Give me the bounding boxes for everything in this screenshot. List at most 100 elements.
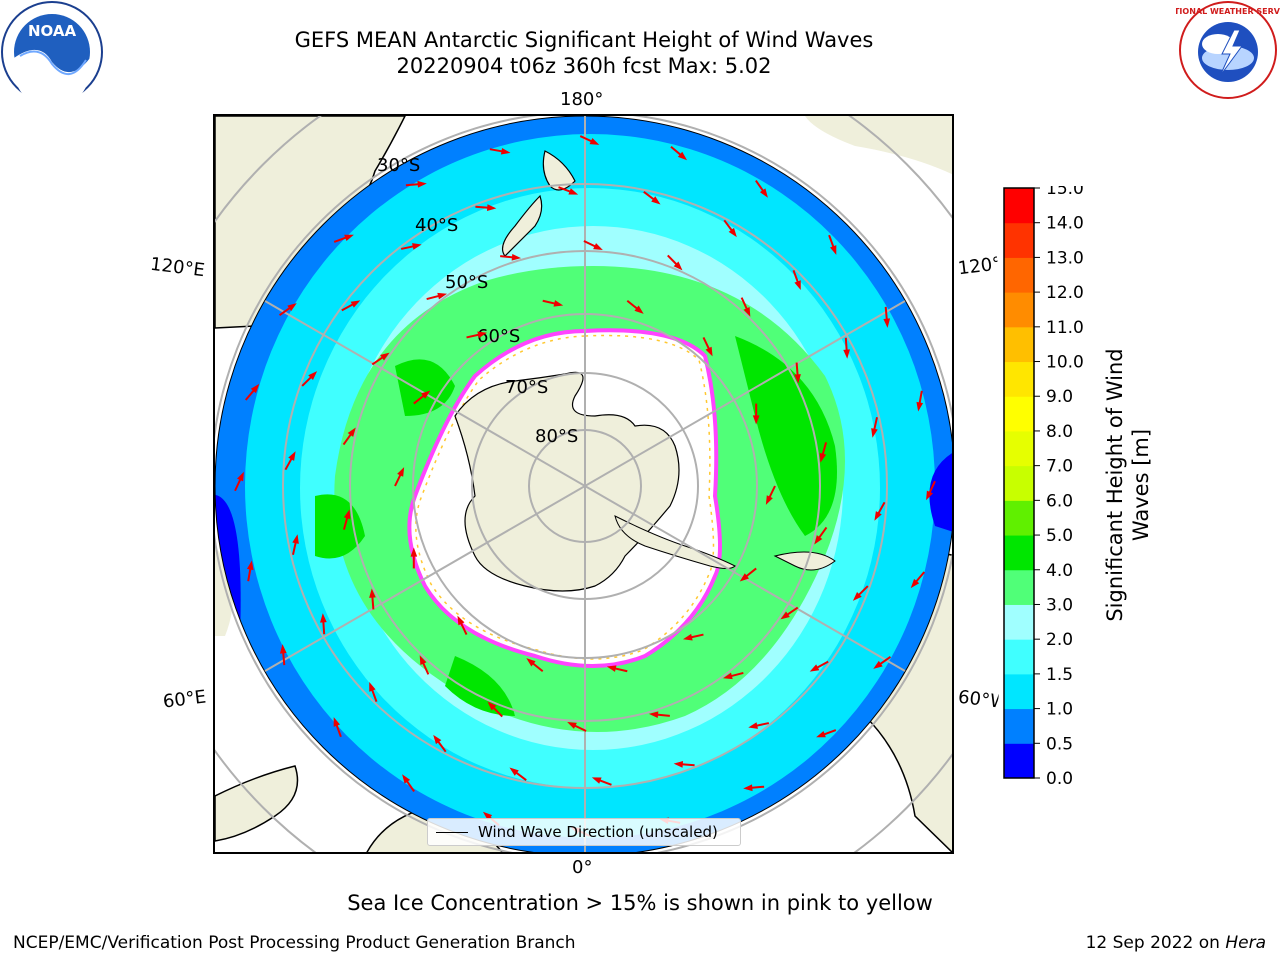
wave-direction-arrowhead — [883, 318, 891, 328]
colorbar-tick-label: 0.0 — [1046, 769, 1073, 786]
lon-label-120e: 120°E — [148, 253, 206, 282]
wave-direction-arrowhead — [871, 428, 878, 438]
wave-direction-arrowhead — [410, 547, 418, 557]
colorbar-tick-label: 3.0 — [1046, 595, 1073, 615]
wave-direction-arrowhead — [333, 717, 341, 727]
colorbar-tick-label: 15.0 — [1046, 186, 1084, 199]
wind-wave-arrows — [234, 135, 936, 837]
wave-direction-arrowhead — [417, 180, 427, 188]
colorbar-tick-label: 1.5 — [1046, 665, 1073, 685]
map-subtitle: 20220904 t06z 360h fcst Max: 5.02 — [396, 54, 772, 78]
wave-direction-arrowhead — [794, 280, 801, 291]
lat-label-70s: 70°S — [505, 377, 548, 398]
wave-direction-arrowhead — [739, 573, 749, 582]
sea-ice-caption: Sea Ice Concentration > 15% is shown in … — [347, 891, 933, 915]
colorbar-tick-label: 4.0 — [1046, 561, 1073, 581]
wave-direction-arrowhead — [677, 151, 688, 161]
wave-direction-arrowhead — [814, 535, 823, 545]
wave-direction-arrowhead — [809, 664, 820, 672]
south-america-tip — [773, 551, 836, 571]
wave-direction-arrowhead — [288, 451, 296, 461]
colorbar-tick-label: 10.0 — [1046, 353, 1084, 373]
wave-direction-arrowhead — [634, 305, 644, 314]
wave-direction-arrowhead — [673, 761, 684, 768]
wave-direction-arrowhead — [874, 511, 882, 521]
wave-direction-arrowhead — [765, 495, 773, 505]
colorbar-tick-label: 12.0 — [1046, 283, 1084, 303]
wave-direction-arrowhead — [873, 660, 883, 669]
colorbar-segment — [1004, 708, 1034, 744]
wave-direction-arrowhead — [509, 767, 519, 776]
wave-direction-arrowhead — [794, 374, 801, 384]
wave-direction-arrowhead — [673, 261, 683, 271]
colorbar-tick-label: 7.0 — [1046, 457, 1073, 477]
wave-direction-arrowhead — [419, 655, 427, 665]
colorbar-segment — [1004, 743, 1034, 779]
wave-direction-arrowhead — [648, 711, 659, 719]
wave-direction-arrowhead — [344, 234, 354, 242]
nws-logo-text: NATIONAL WEATHER SERVICE — [1176, 7, 1280, 16]
sea-ice-edge-inner — [415, 334, 715, 660]
legend-line-icon — [436, 832, 468, 833]
wave-direction-arrowhead — [421, 390, 431, 399]
wave-direction-arrowhead — [567, 721, 577, 729]
wave-direction-arrowhead — [829, 245, 837, 255]
colorbar-label: Significant Height of Wind Waves [m] — [1103, 348, 1153, 622]
colorbar: 0.0 0.5 1.0 1.5 2.0 3.0 4.0 5.0 6.0 7.0 8.0 9.0 10.0… — [1003, 186, 1084, 786]
map-panel: 30°S 40°S 50°S 60°S 70°S 80°S — [213, 114, 954, 854]
lat-label-40s: 40°S — [415, 215, 458, 236]
nws-logo-icon: NATIONAL WEATHER SERVICE — [1176, 1, 1280, 99]
wave-direction-arrowhead — [589, 138, 600, 145]
noaa-logo-icon: NOAA — [1, 1, 103, 104]
wave-direction-arrowhead — [682, 633, 693, 641]
wave-direction-arrowhead — [437, 292, 448, 300]
wave-direction-arrowhead — [320, 613, 327, 623]
map-title: GEFS MEAN Antarctic Significant Height o… — [294, 28, 874, 52]
wave-direction-arrowhead — [433, 734, 442, 745]
wave-direction-arrowhead — [816, 730, 826, 738]
colorbar-segment — [1004, 361, 1034, 397]
wave-direction-arrowhead — [910, 578, 920, 589]
colorbar-tick-label: 0.5 — [1046, 734, 1073, 754]
colorbar-segment — [1004, 257, 1034, 293]
lon-label-120w: 120°W — [956, 254, 1000, 280]
colorbar-tick-label: 5.0 — [1046, 526, 1073, 546]
wave-direction-arrowhead — [347, 427, 356, 437]
colorbar-frame — [1003, 187, 1035, 779]
colorbar-segment — [1004, 465, 1034, 501]
wave-direction-arrowhead — [743, 307, 751, 317]
map-legend: Wind Wave Direction (unscaled) — [427, 818, 741, 846]
colorbar-segment — [1004, 430, 1034, 467]
footer-date-text: 12 Sep 2022 on — [1085, 933, 1226, 953]
wave-direction-arrowhead — [553, 300, 564, 307]
wave-direction-arrowhead — [402, 774, 411, 784]
wave-direction-arrowhead — [568, 188, 579, 195]
footer-credit: NCEP/EMC/Verification Post Processing Pr… — [13, 933, 576, 953]
lon-label-60w: 60°W — [956, 687, 1000, 713]
wave-direction-arrowhead — [482, 811, 493, 821]
wave-direction-arrowhead — [593, 243, 603, 251]
legend-label: Wind Wave Direction (unscaled) — [478, 823, 718, 841]
lon-label-0: 0° — [572, 857, 593, 878]
colorbar-segment — [1004, 222, 1034, 258]
colorbar-tick-label: 13.0 — [1046, 248, 1084, 268]
wave-direction-arrowhead — [477, 331, 488, 339]
colorbar-tick-label: 9.0 — [1046, 387, 1073, 407]
wave-direction-arrowhead — [511, 253, 522, 261]
wave-direction-arrowhead — [591, 777, 602, 784]
wave-direction-arrowhead — [287, 303, 297, 312]
wave-direction-arrowhead — [606, 665, 617, 672]
wave-direction-arrowhead — [722, 672, 733, 680]
wave-direction-arrowhead — [350, 300, 361, 308]
wave-direction-arrowhead — [651, 196, 661, 205]
wave-direction-arrowhead — [780, 611, 790, 620]
footer-machine: Hera — [1225, 933, 1266, 953]
lat-label-30s: 30°S — [377, 155, 420, 176]
wave-direction-arrowhead — [526, 658, 536, 667]
noaa-logo-text: NOAA — [28, 22, 77, 40]
lat-label-80s: 80°S — [535, 426, 578, 447]
wave-direction-arrowhead — [279, 644, 287, 654]
wave-direction-arrowhead — [486, 204, 497, 211]
wave-direction-arrowhead — [752, 415, 760, 425]
wave-direction-arrowhead — [369, 588, 376, 598]
